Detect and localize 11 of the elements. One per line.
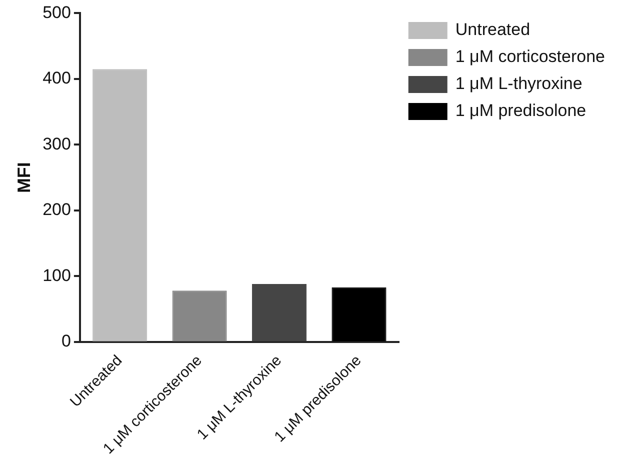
- legend-label: 1 μM corticosterone: [455, 47, 606, 66]
- legend-label: 1 μM L-thyroxine: [455, 74, 582, 94]
- y-tick-label: 0: [61, 332, 71, 351]
- legend-label: Untreated: [455, 20, 530, 40]
- y-tick-label: 100: [42, 266, 71, 285]
- y-tick-label: 200: [42, 200, 71, 220]
- y-tick-label: 500: [42, 2, 71, 22]
- y-tick-label: 300: [42, 134, 71, 154]
- y-tick-label: 400: [42, 68, 71, 88]
- legend-label: 1 μM predisolone: [455, 101, 586, 120]
- y-axis-title: MFI: [14, 162, 34, 194]
